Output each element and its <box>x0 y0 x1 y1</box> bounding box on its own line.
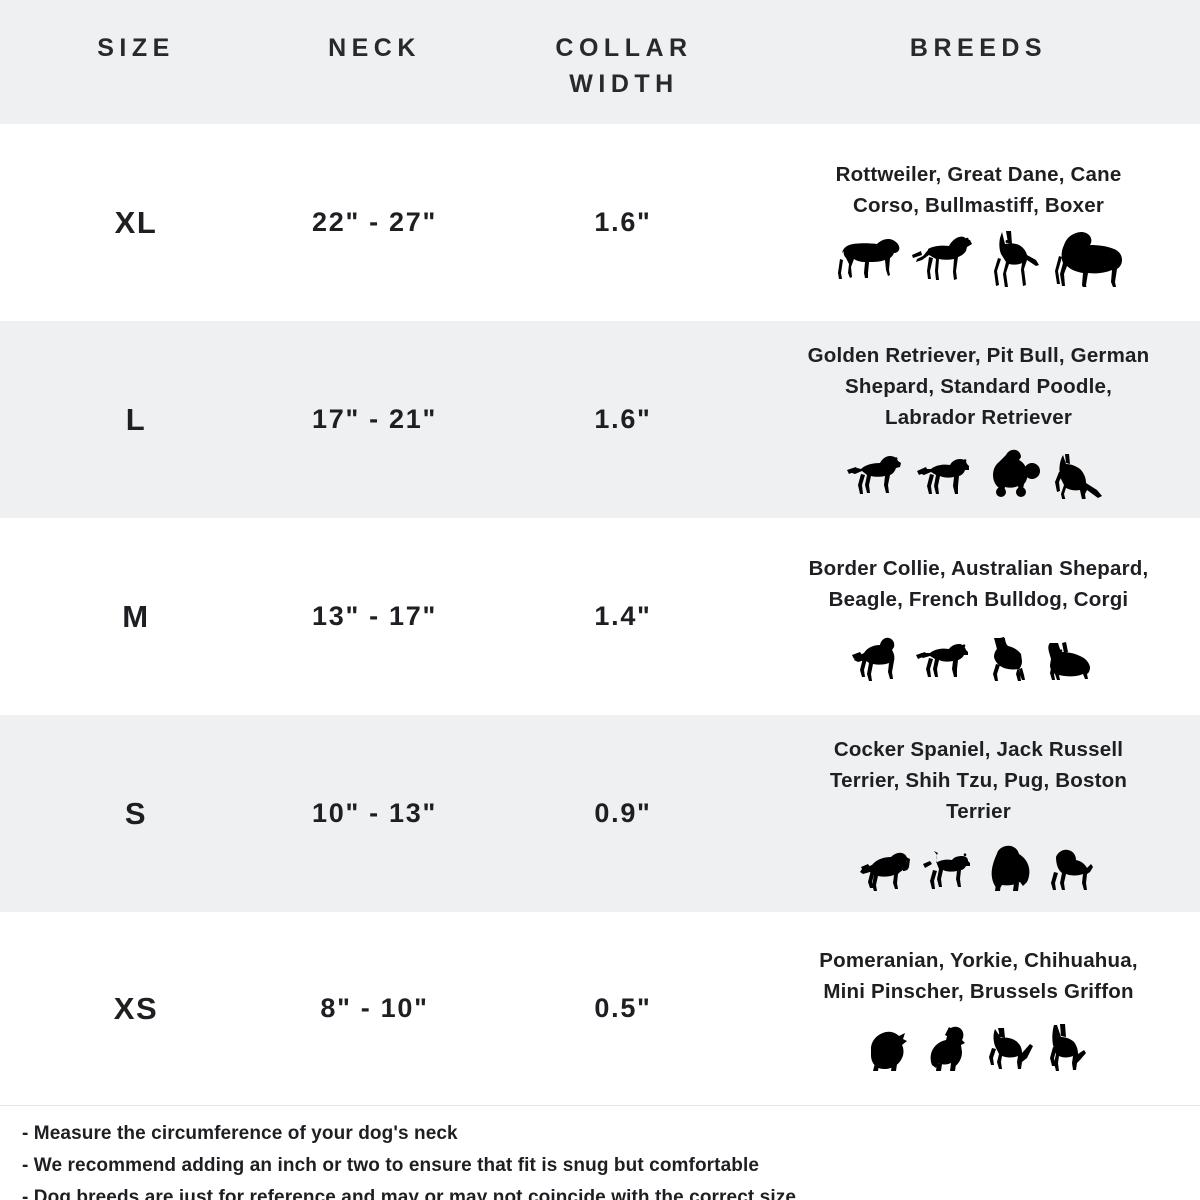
column-header-collar-width: COLLAR WIDTH <box>477 30 767 103</box>
column-header-collar-width-line2: WIDTH <box>569 70 679 99</box>
cocker-spaniel-silhouette-icon <box>859 852 910 891</box>
border-collie-silhouette-icon <box>851 637 894 681</box>
column-header-breeds-label: BREEDS <box>909 34 1048 62</box>
breeds-container: Border Collie, Australian Shepard, Beagl… <box>767 553 1190 681</box>
shih-tzu-silhouette-icon <box>991 845 1029 891</box>
rottweiler-silhouette-icon <box>837 238 899 279</box>
cell-size: S <box>0 796 272 832</box>
bullmastiff-silhouette-icon <box>1054 231 1122 287</box>
column-header-size-label: SIZE <box>97 34 175 62</box>
cell-breeds: Cocker Spaniel, Jack Russell Terrier, Sh… <box>767 734 1200 893</box>
neck-range-label: 10" - 13" <box>312 798 437 828</box>
breeds-container: Rottweiler, Great Dane, Cane Corso, Bull… <box>767 159 1190 287</box>
german-shepherd-silhouette-icon <box>1054 454 1102 499</box>
dog-silhouette-strip <box>850 619 1108 681</box>
note-breeds-reference: - Dog breeds are just for reference and … <box>22 1187 796 1200</box>
table-row: XS 8" - 10" 0.5" Pomeranian, Yorkie, Chi… <box>0 912 1200 1105</box>
cell-size: XS <box>0 991 272 1027</box>
cell-collar-width: 1.6" <box>477 404 767 435</box>
collar-width-label: 1.6" <box>594 404 652 434</box>
breeds-container: Cocker Spaniel, Jack Russell Terrier, Sh… <box>767 734 1190 893</box>
breeds-label: Golden Retriever, Pit Bull, German Shepa… <box>807 344 1150 429</box>
breeds-label: Pomeranian, Yorkie, Chihuahua, Mini Pins… <box>819 948 1138 1003</box>
breeds-container: Pomeranian, Yorkie, Chihuahua, Mini Pins… <box>767 945 1190 1073</box>
cell-size: M <box>0 599 272 635</box>
column-header-neck-label: NECK <box>328 34 421 62</box>
doberman-silhouette-icon <box>993 230 1039 287</box>
column-header-collar-width-line1: COLLAR <box>555 34 693 62</box>
note-measure-circumference: - Measure the circumference of your dog'… <box>22 1123 458 1144</box>
footer-notes: - Measure the circumference of your dog'… <box>0 1105 1200 1200</box>
size-label: S <box>124 795 148 831</box>
mini-pinscher-silhouette-icon <box>1049 1023 1086 1071</box>
neck-range-label: 17" - 21" <box>312 404 437 434</box>
note-add-inch: - We recommend adding an inch or two to … <box>22 1155 759 1176</box>
table-row: M 13" - 17" 1.4" Border Collie, Australi… <box>0 518 1200 715</box>
column-header-size: SIZE <box>0 30 272 66</box>
cell-neck: 10" - 13" <box>272 798 477 829</box>
cell-collar-width: 0.9" <box>477 798 767 829</box>
size-label: M <box>122 598 150 634</box>
table-row: S 10" - 13" 0.9" Cocker Spaniel, Jack Ru… <box>0 715 1200 912</box>
cell-collar-width: 0.5" <box>477 993 767 1024</box>
column-header-breeds: BREEDS <box>767 30 1200 66</box>
collar-width-label: 1.4" <box>594 601 652 631</box>
breeds-label: Rottweiler, Great Dane, Cane Corso, Bull… <box>835 162 1122 217</box>
table-row: XL 22" - 27" 1.6" Rottweiler, Great Dane… <box>0 124 1200 321</box>
cell-neck: 17" - 21" <box>272 404 477 435</box>
neck-range-label: 13" - 17" <box>312 601 437 631</box>
dog-silhouette-strip <box>845 437 1113 499</box>
labrador-silhouette-icon <box>916 459 969 494</box>
dog-silhouette-strip <box>861 1011 1097 1073</box>
cell-breeds: Border Collie, Australian Shepard, Beagl… <box>767 553 1200 681</box>
table-row: L 17" - 21" 1.6" Golden Retriever, Pit B… <box>0 321 1200 518</box>
breeds-container: Golden Retriever, Pit Bull, German Shepa… <box>767 340 1190 499</box>
breeds-label: Border Collie, Australian Shepard, Beagl… <box>808 556 1149 611</box>
corgi-silhouette-icon <box>1047 641 1090 680</box>
french-bulldog-silhouette-icon <box>992 636 1025 681</box>
cell-collar-width: 1.4" <box>477 601 767 632</box>
cell-neck: 22" - 27" <box>272 207 477 238</box>
collar-width-label: 1.6" <box>594 207 652 237</box>
column-header-neck: NECK <box>272 30 477 66</box>
cell-neck: 13" - 17" <box>272 601 477 632</box>
cell-collar-width: 1.6" <box>477 207 767 238</box>
pug-silhouette-icon <box>1050 849 1093 890</box>
chihuahua-silhouette-icon <box>988 1027 1033 1069</box>
collar-width-label: 0.9" <box>594 798 652 828</box>
cell-neck: 8" - 10" <box>272 993 477 1024</box>
cell-size: XL <box>0 205 272 241</box>
cell-size: L <box>0 402 272 438</box>
size-label: XL <box>114 204 158 240</box>
size-label: XS <box>113 990 159 1026</box>
cell-breeds: Rottweiler, Great Dane, Cane Corso, Bull… <box>767 159 1200 287</box>
dog-silhouette-strip <box>859 831 1098 893</box>
neck-range-label: 8" - 10" <box>320 993 429 1023</box>
size-label: L <box>125 401 147 437</box>
poodle-silhouette-icon <box>992 449 1040 497</box>
yorkie-silhouette-icon <box>930 1026 965 1071</box>
beagle-silhouette-icon <box>915 643 968 677</box>
pomeranian-silhouette-icon <box>870 1031 907 1071</box>
breeds-label: Cocker Spaniel, Jack Russell Terrier, Sh… <box>829 738 1128 823</box>
table-header-row: SIZE NECK COLLAR WIDTH BREEDS <box>0 0 1200 124</box>
cell-breeds: Golden Retriever, Pit Bull, German Shepa… <box>767 340 1200 499</box>
great-dane-silhouette-icon <box>911 236 972 280</box>
neck-range-label: 22" - 27" <box>312 207 437 237</box>
dog-silhouette-strip <box>834 225 1124 287</box>
golden-retriever-silhouette-icon <box>846 456 901 494</box>
collar-width-label: 0.5" <box>594 993 652 1023</box>
jack-russell-silhouette-icon <box>922 851 970 889</box>
cell-breeds: Pomeranian, Yorkie, Chihuahua, Mini Pins… <box>767 945 1200 1073</box>
